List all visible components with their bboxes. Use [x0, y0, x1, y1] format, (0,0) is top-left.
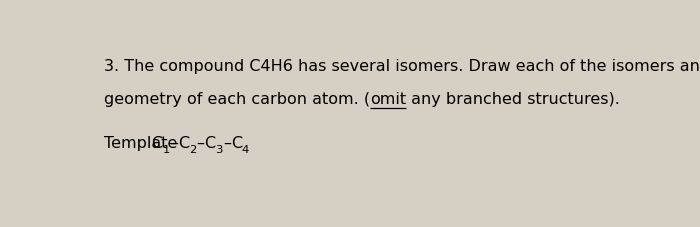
Text: C: C — [204, 136, 216, 151]
Text: 1: 1 — [162, 145, 170, 155]
Text: C: C — [231, 136, 242, 151]
Text: 4: 4 — [242, 145, 249, 155]
Text: 3: 3 — [216, 145, 223, 155]
Text: omit: omit — [370, 92, 406, 107]
Text: –: – — [170, 136, 178, 151]
Text: any branched structures).: any branched structures). — [406, 92, 620, 107]
Text: Template: Template — [104, 136, 177, 151]
Text: –: – — [223, 136, 231, 151]
Text: 3. The compound C4H6 has several isomers. Draw each of the isomers and determine: 3. The compound C4H6 has several isomers… — [104, 59, 700, 74]
Text: C: C — [178, 136, 189, 151]
Text: geometry of each carbon atom. (: geometry of each carbon atom. ( — [104, 92, 370, 107]
Text: 2: 2 — [189, 145, 196, 155]
Text: –: – — [196, 136, 204, 151]
Text: C: C — [151, 136, 162, 151]
